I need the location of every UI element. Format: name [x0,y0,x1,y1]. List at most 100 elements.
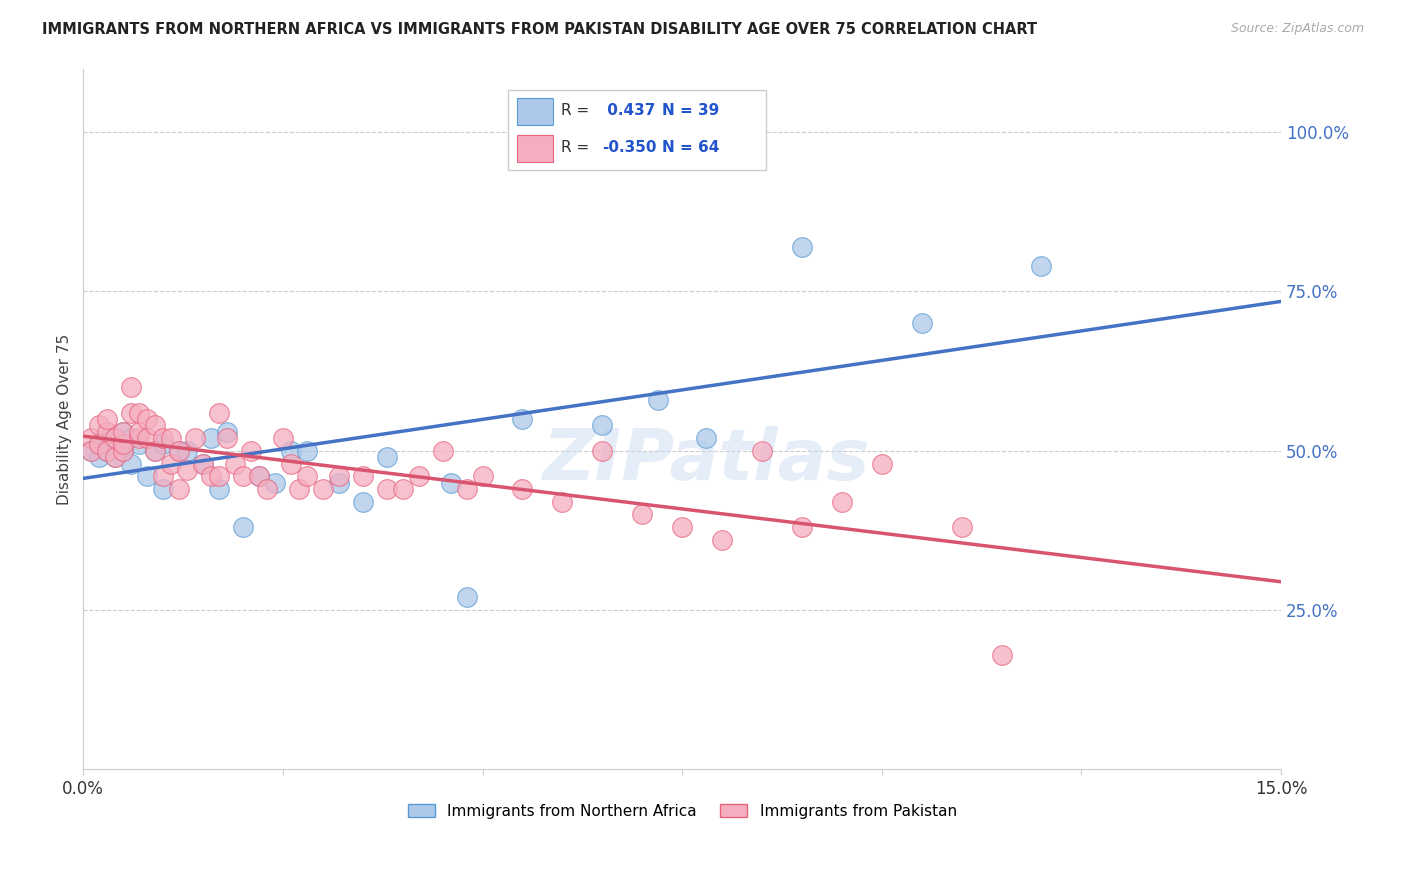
Point [128,431,150,445]
Point [96,431,118,445]
Text: -0.350: -0.350 [602,140,657,155]
Point [152,437,174,451]
Point [456,482,478,496]
FancyBboxPatch shape [509,89,766,170]
Point [96,443,118,458]
Point [295,469,318,483]
Point [112,437,135,451]
Text: R =: R = [561,103,589,118]
Point [120,457,142,471]
Point [295,443,318,458]
Point [128,437,150,451]
Text: 0.437: 0.437 [602,103,655,118]
Text: Source: ZipAtlas.com: Source: ZipAtlas.com [1230,22,1364,36]
Point [200,431,222,445]
Point [631,508,654,522]
Point [711,533,734,547]
Point [247,469,270,483]
Point [328,469,350,483]
Text: IMMIGRANTS FROM NORTHERN AFRICA VS IMMIGRANTS FROM PAKISTAN DISABILITY AGE OVER : IMMIGRANTS FROM NORTHERN AFRICA VS IMMIG… [42,22,1038,37]
Point [432,443,454,458]
Point [143,418,166,433]
Point [89,450,111,464]
Point [591,443,613,458]
Point [288,482,311,496]
Legend: Immigrants from Northern Africa, Immigrants from Pakistan: Immigrants from Northern Africa, Immigra… [402,797,963,825]
Point [143,443,166,458]
Point [208,469,231,483]
Point [408,469,430,483]
Point [208,405,231,419]
Point [160,457,183,471]
Point [104,450,127,464]
Point [152,431,174,445]
Point [695,431,717,445]
Point [104,437,127,451]
Point [790,240,813,254]
Point [247,469,270,483]
Point [551,494,574,508]
Point [352,494,374,508]
Point [120,380,142,394]
Text: N = 64: N = 64 [662,140,718,155]
Point [96,412,118,426]
Point [89,418,111,433]
Point [870,457,893,471]
Point [512,482,534,496]
Point [790,520,813,534]
Point [312,482,335,496]
Point [280,443,302,458]
Point [990,648,1012,662]
Point [200,469,222,483]
FancyBboxPatch shape [517,135,553,161]
Point [647,392,669,407]
Point [208,482,231,496]
Point [112,443,135,458]
Point [950,520,973,534]
Point [1031,259,1053,273]
Point [160,431,183,445]
Point [375,450,398,464]
Point [136,469,159,483]
Point [112,425,135,439]
Point [456,591,478,605]
Point [191,457,214,471]
Point [271,431,294,445]
Point [176,443,198,458]
Point [352,469,374,483]
Point [96,443,118,458]
Point [128,425,150,439]
Point [176,463,198,477]
Text: N = 39: N = 39 [662,103,718,118]
Point [751,443,773,458]
Point [232,520,254,534]
Point [120,405,142,419]
Point [512,412,534,426]
Point [104,450,127,464]
Point [239,443,262,458]
Point [375,482,398,496]
Point [112,443,135,458]
Point [167,443,190,458]
Point [256,482,278,496]
Point [112,425,135,439]
Text: R =: R = [561,140,589,155]
Point [911,317,934,331]
Text: ZIPatlas: ZIPatlas [543,426,870,495]
Point [143,443,166,458]
Point [167,482,190,496]
Point [439,475,461,490]
Point [471,469,494,483]
Point [328,475,350,490]
Point [80,443,103,458]
Point [120,431,142,445]
Point [104,431,127,445]
Point [128,405,150,419]
Point [264,475,287,490]
Point [136,412,159,426]
Point [80,431,103,445]
Point [152,469,174,483]
Point [591,418,613,433]
Point [136,431,159,445]
Point [89,437,111,451]
